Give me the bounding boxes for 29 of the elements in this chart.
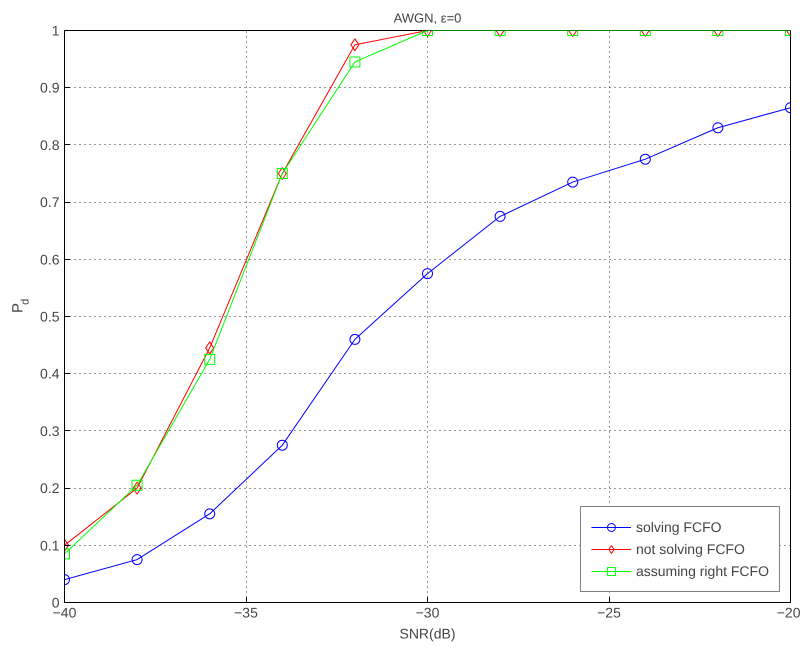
y-tick-label: 0.7 [40, 194, 60, 210]
point [132, 480, 143, 491]
x-tick-label: −30 [416, 604, 440, 620]
point [349, 334, 360, 345]
x-tick-label: −20 [776, 604, 800, 620]
y-tick-label: 0.1 [40, 537, 60, 554]
point [276, 440, 288, 451]
y-tick-label: 0.5 [40, 308, 60, 324]
point [132, 482, 142, 495]
point [422, 268, 433, 280]
point [132, 554, 143, 566]
legend-label: not solving FCFO [636, 541, 745, 557]
legend-label: assuming right FCFO [636, 563, 769, 579]
y-tick-label: 0.3 [40, 422, 60, 439]
point [204, 354, 216, 365]
y-tick-label: 0.6 [40, 251, 60, 268]
point [204, 508, 216, 520]
y-tick-label: 0.2 [40, 480, 60, 496]
x-axis-title: SNR(dB) [399, 626, 456, 642]
legend-label: solving FCFO [636, 519, 722, 535]
x-tick-label: −35 [234, 604, 258, 620]
y-tick-label: 1 [52, 22, 60, 38]
y-tick-label: 0.4 [40, 366, 60, 382]
y-tick-label: 0.9 [40, 80, 60, 96]
y-axis-title: Pd [10, 298, 32, 313]
point [205, 341, 214, 354]
y-tick-label: 0.8 [40, 136, 60, 153]
chart-title: AWGN, ε=0 [394, 10, 462, 26]
x-tick-label: −25 [597, 604, 622, 620]
